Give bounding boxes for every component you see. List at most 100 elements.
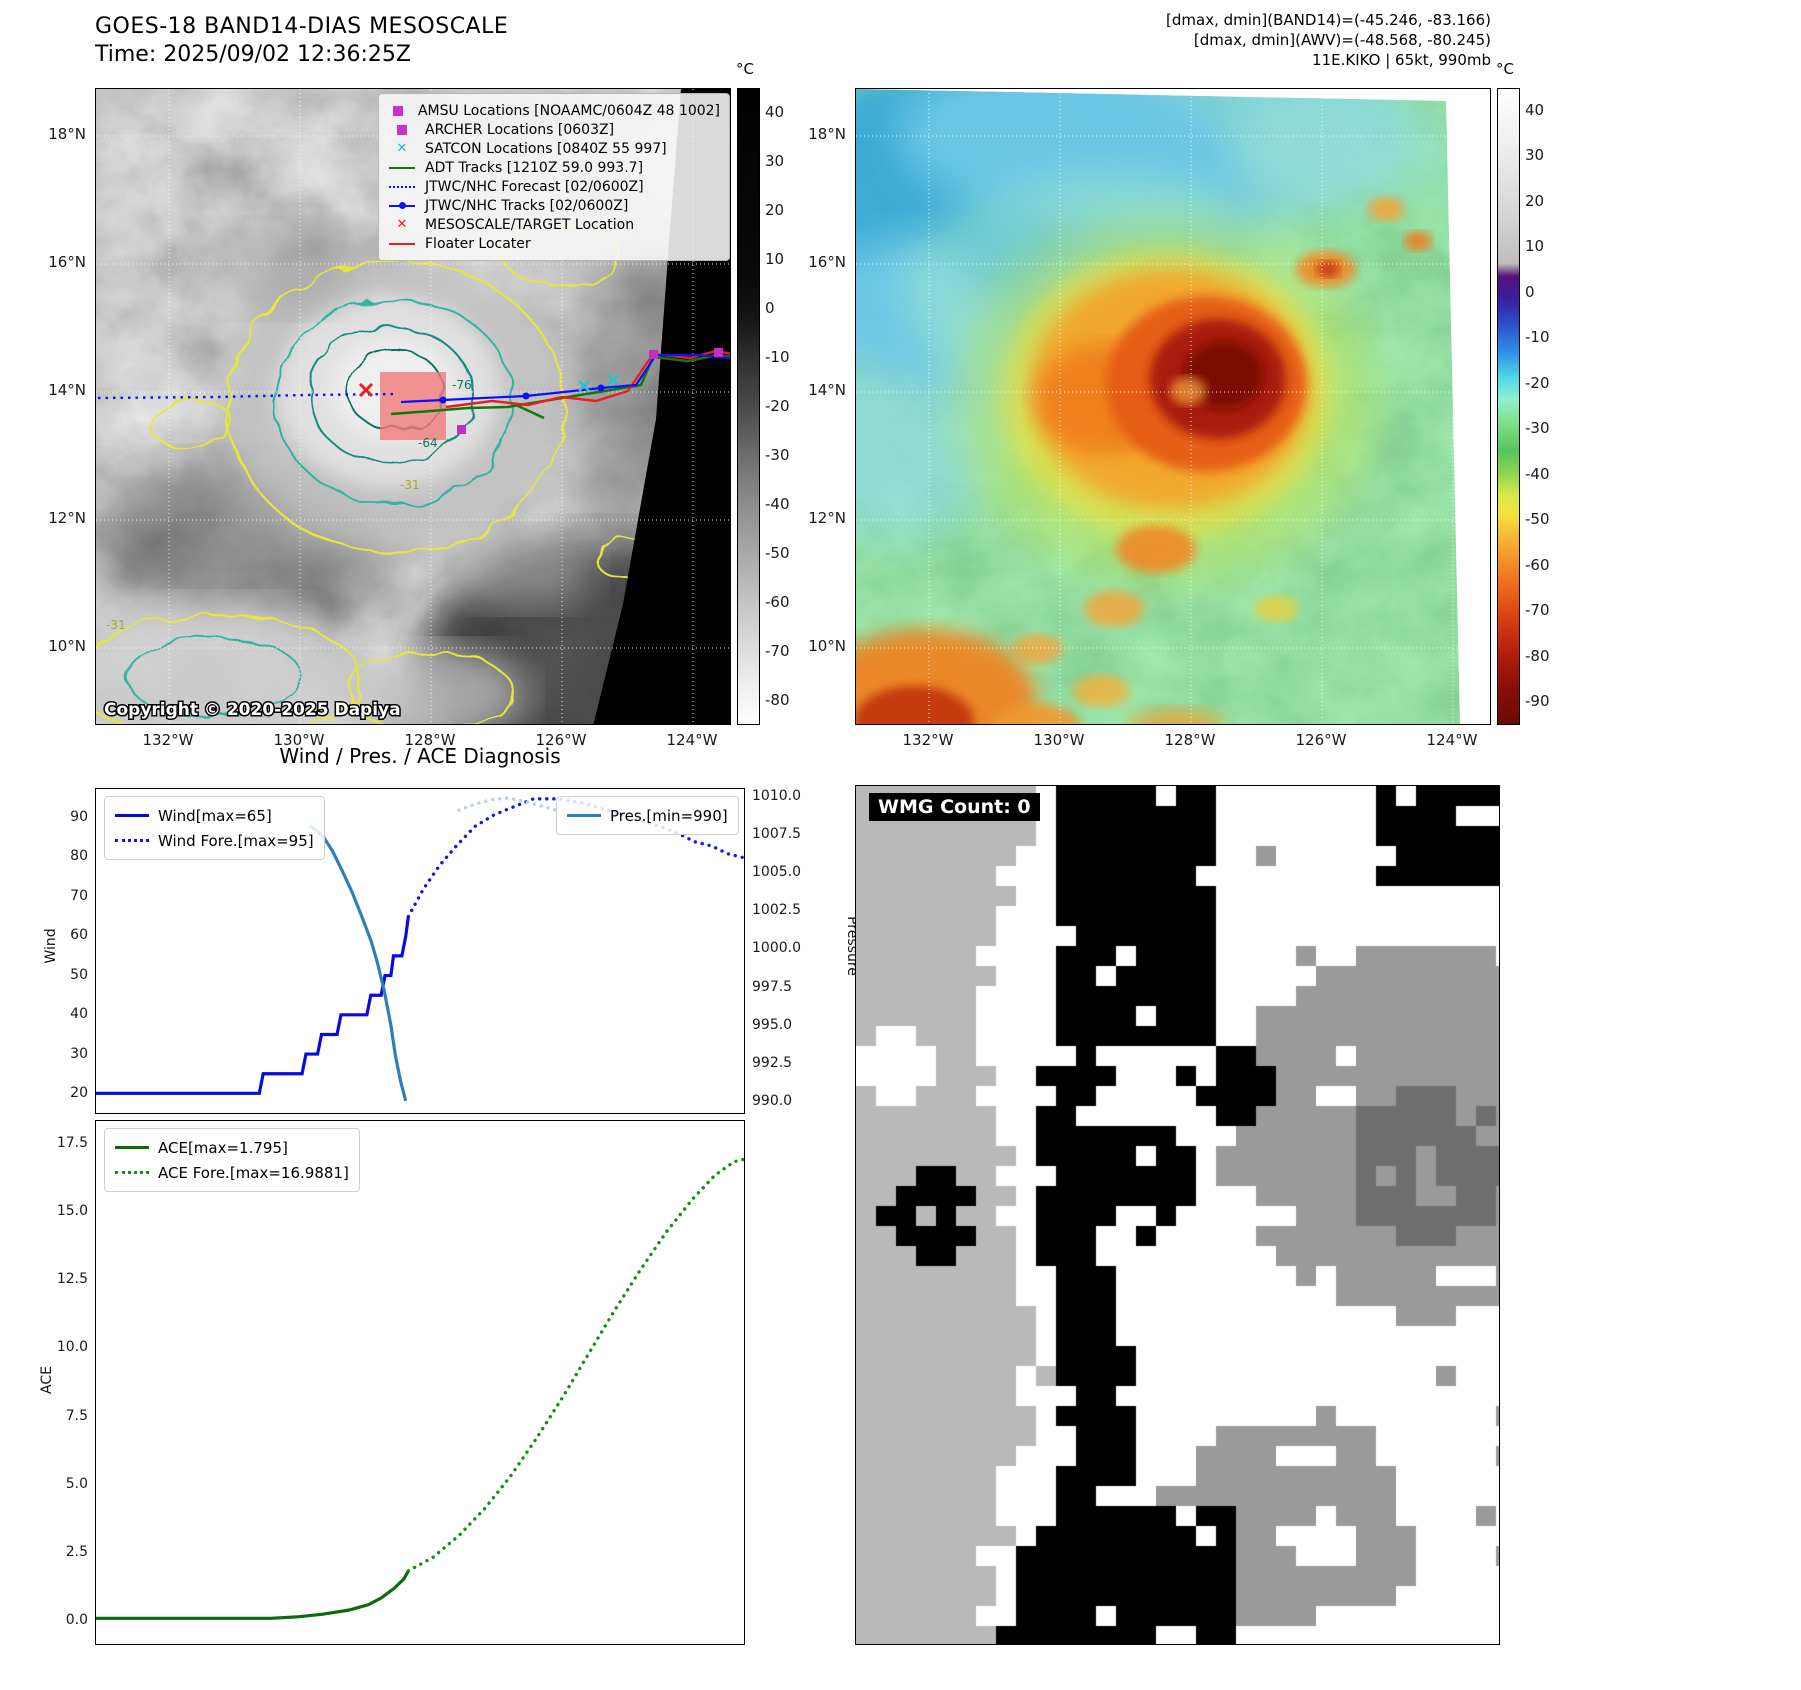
band14-colorbar-unit: °C (736, 60, 754, 78)
legend-label: ACE Fore.[max=16.9881] (158, 1163, 349, 1182)
awv-colorbar-tick: 40 (1525, 100, 1545, 119)
legend-label: ARCHER Locations [0603Z] (425, 121, 615, 138)
band14-colorbar-tick: 10 (765, 249, 785, 268)
band14-lat-tick: 10°N (48, 637, 86, 655)
awv-colorbar-tick: -20 (1525, 373, 1550, 392)
x-marker-icon: ✕ (396, 217, 408, 232)
wind-ytick: 90 (70, 808, 88, 825)
awv-map-panel (855, 88, 1491, 725)
band14-title: GOES-18 BAND14-DIAS MESOSCALE (95, 14, 509, 39)
pressure-ytick: 1000.0 (752, 940, 801, 957)
wind-ytick: 70 (70, 887, 88, 904)
mesoscale-target-box (380, 372, 446, 440)
awv-lat-tick: 10°N (808, 637, 846, 655)
legend-item: ACE Fore.[max=16.9881] (115, 1160, 349, 1185)
band14-lat-tick: 12°N (48, 509, 86, 527)
contour-label: -64 (418, 436, 438, 450)
ace-chart (95, 1120, 745, 1645)
wind-ytick: 50 (70, 966, 88, 983)
legend-label: ACE[max=1.795] (158, 1138, 288, 1157)
awv-colorbar-tick: -10 (1525, 328, 1550, 347)
storm-id-line: 11E.KIKO | 65kt, 990mb (1312, 51, 1491, 69)
wmg-count-label: WMG Count: 0 (869, 793, 1040, 821)
line-dot-marker-icon (388, 201, 416, 209)
wind-ytick: 30 (70, 1045, 88, 1062)
series-line (308, 824, 408, 1102)
x-marker-icon: ✕ (396, 141, 408, 156)
line-marker-icon (388, 166, 416, 169)
legend-item: Wind Fore.[max=95] (115, 828, 314, 853)
square-marker-icon (388, 105, 409, 116)
awv-lon-tick: 126°W (1295, 731, 1347, 749)
square-marker-icon (388, 124, 416, 135)
wind-ytick: 40 (70, 1006, 88, 1023)
legend-label: JTWC/NHC Tracks [02/0600Z] (425, 197, 629, 214)
awv-lon-tick: 130°W (1033, 731, 1085, 749)
legend-item: JTWC/NHC Tracks [02/0600Z] (388, 196, 720, 215)
line-marker-icon (388, 242, 416, 245)
wind-ytick: 20 (70, 1085, 88, 1102)
band14-colorbar-tick: 0 (765, 298, 775, 317)
band14-lon-tick: 130°W (273, 731, 325, 749)
awv-lat-tick: 14°N (808, 381, 846, 399)
awv-colorbar-tick: -80 (1525, 646, 1550, 665)
band14-colorbar-tick: 30 (765, 151, 785, 170)
ace-axis-label: ACE (39, 1366, 55, 1394)
awv-colorbar-unit: °C (1496, 60, 1514, 78)
ace-ytick: 12.5 (56, 1271, 88, 1288)
legend-label: AMSU Locations [NOAAMC/0604Z 48 1002] (417, 102, 720, 119)
awv-colorbar-tick: -70 (1525, 601, 1550, 620)
ace-ytick: 2.5 (65, 1543, 88, 1560)
contour-label: -31 (106, 618, 126, 632)
pressure-ytick: 990.0 (752, 1092, 793, 1109)
wind-ytick: 60 (70, 927, 88, 944)
band14-colorbar-tick: -80 (765, 690, 790, 709)
legend-item: ✕ SATCON Locations [0840Z 55 997] (388, 139, 720, 158)
pressure-line-swatch (567, 814, 601, 817)
awv-lon-tick: 128°W (1164, 731, 1216, 749)
awv-colorbar-tick: 0 (1525, 282, 1535, 301)
dmax-band14-line: [dmax, dmin](BAND14)=(-45.246, -83.166) (1166, 11, 1491, 29)
series-line (96, 1570, 410, 1620)
wind-ytick: 80 (70, 848, 88, 865)
series-line (457, 796, 558, 812)
adt-track-line (390, 353, 730, 416)
awv-header: [dmax, dmin](BAND14)=(-45.246, -83.166) … (1166, 10, 1491, 70)
awv-satellite-image (856, 89, 1490, 724)
legend-item: ACE[max=1.795] (115, 1135, 349, 1160)
legend-label: Floater Locater (425, 235, 531, 252)
awv-colorbar-tick: 10 (1525, 237, 1545, 256)
dotted-marker-icon (388, 185, 416, 188)
ace-ytick: 17.5 (56, 1135, 88, 1152)
band14-lon-tick: 132°W (142, 731, 194, 749)
awv-lat-tick: 16°N (808, 253, 846, 271)
band14-colorbar (737, 88, 760, 725)
band14-colorbar-tick: -30 (765, 445, 790, 464)
amsu-marker-icons (457, 348, 723, 434)
band14-colorbar-tick: 20 (765, 200, 785, 219)
band14-lon-tick: 124°W (666, 731, 718, 749)
pressure-ytick: 992.5 (752, 1054, 793, 1071)
legend-label: Wind[max=65] (158, 806, 272, 825)
ace-ytick: 7.5 (65, 1407, 88, 1424)
awv-lon-tick: 132°W (902, 731, 954, 749)
convection-blobs (856, 197, 1432, 724)
ace-ytick: 5.0 (65, 1475, 88, 1492)
band14-colorbar-tick: -60 (765, 592, 790, 611)
awv-lat-tick: 18°N (808, 125, 846, 143)
wind-forecast-swatch (115, 839, 149, 842)
legend-item: JTWC/NHC Forecast [02/0600Z] (388, 177, 720, 196)
legend-item: AMSU Locations [NOAAMC/0604Z 48 1002] (388, 101, 720, 120)
legend-item: Floater Locater (388, 234, 720, 253)
satcon-marker-icons (578, 374, 619, 392)
awv-colorbar (1497, 88, 1520, 725)
band14-time-subtitle: Time: 2025/09/02 12:36:25Z (95, 42, 411, 67)
ace-forecast-swatch (115, 1171, 149, 1174)
awv-colorbar-tick: -60 (1525, 555, 1550, 574)
legend-label: MESOSCALE/TARGET Location (425, 216, 635, 233)
pressure-legend: Pres.[min=990] (556, 796, 739, 835)
contour-label: -76 (452, 378, 472, 392)
band14-lon-tick: 128°W (404, 731, 456, 749)
contour-label: -31 (400, 478, 420, 492)
awv-colorbar-tick: 20 (1525, 191, 1545, 210)
